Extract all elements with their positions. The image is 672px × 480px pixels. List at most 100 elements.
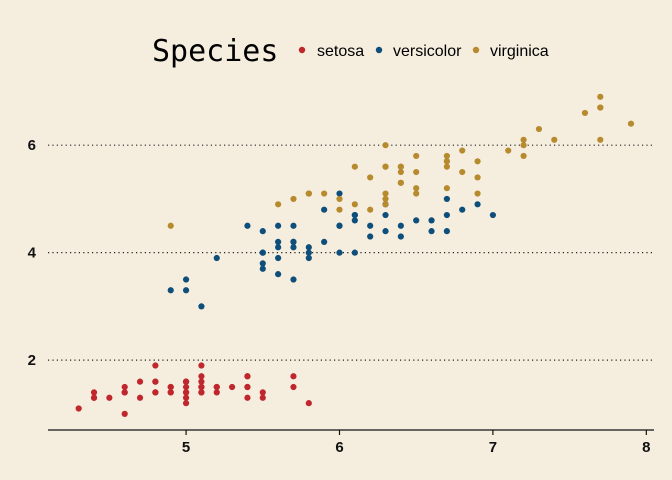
legend-marker-setosa (298, 46, 306, 54)
data-point-virginica (520, 152, 527, 160)
x-tick-label: 5 (182, 439, 190, 456)
y-tick-label: 2 (28, 352, 36, 369)
data-point-setosa (244, 373, 251, 380)
data-point-setosa (213, 389, 220, 396)
data-point-setosa (290, 383, 297, 391)
data-point-setosa (182, 394, 190, 401)
data-point-versicolor (259, 249, 266, 256)
data-point-versicolor (259, 265, 266, 272)
data-point-setosa (182, 400, 190, 407)
legend-title: Species (152, 34, 278, 69)
axes: 2 4 6 5 6 7 8 (28, 137, 654, 456)
data-point-virginica (382, 190, 389, 197)
data-point-versicolor (290, 222, 297, 229)
data-point-virginica (336, 206, 343, 213)
data-point-setosa (198, 383, 205, 391)
data-point-setosa (305, 400, 312, 407)
data-point-setosa (182, 383, 190, 391)
data-point-versicolor (275, 222, 282, 229)
data-point-virginica (413, 185, 420, 192)
data-point-versicolor (413, 217, 420, 224)
data-point-virginica (597, 93, 604, 100)
data-point-virginica (305, 190, 312, 197)
data-point-versicolor (198, 303, 205, 310)
data-point-setosa (90, 394, 98, 401)
data-point-virginica (397, 168, 404, 176)
data-point-virginica (336, 195, 343, 203)
data-point-virginica (382, 163, 389, 170)
data-point-versicolor (382, 228, 389, 235)
legend-label-setosa: setosa (317, 43, 364, 60)
data-point-setosa (198, 378, 205, 385)
data-point-versicolor (305, 249, 312, 256)
data-point-versicolor (443, 211, 450, 219)
data-point-virginica (367, 174, 374, 181)
data-point-virginica (597, 136, 604, 143)
data-point-virginica (413, 168, 420, 176)
data-point-virginica (520, 142, 527, 149)
x-tick-label: 6 (335, 439, 343, 456)
data-point-virginica (597, 104, 604, 111)
grid-lines (48, 144, 654, 361)
data-point-setosa (290, 373, 297, 380)
data-point-virginica (413, 190, 420, 197)
legend-marker-versicolor (375, 46, 383, 54)
data-point-virginica (351, 201, 358, 208)
data-point-virginica (397, 179, 404, 186)
data-point-setosa (167, 389, 174, 396)
data-point-versicolor (275, 238, 282, 246)
data-point-setosa (152, 378, 159, 385)
data-point-virginica (443, 185, 450, 192)
data-point-virginica (581, 109, 589, 117)
data-point-versicolor (290, 244, 297, 251)
data-point-versicolor (290, 238, 297, 246)
data-point-versicolor (305, 244, 312, 251)
data-point-setosa (90, 389, 98, 396)
data-point-setosa (213, 383, 220, 391)
data-point-versicolor (351, 211, 358, 219)
data-point-virginica (413, 152, 420, 160)
legend: Species setosa versicolor virginica (152, 34, 549, 69)
data-point-versicolor (474, 201, 481, 208)
data-point-setosa (152, 362, 159, 369)
data-point-setosa (121, 383, 128, 391)
data-point-virginica (382, 142, 389, 149)
data-point-virginica (627, 120, 635, 127)
data-point-versicolor (382, 211, 389, 219)
data-point-virginica (321, 190, 328, 197)
data-point-versicolor (351, 249, 358, 256)
data-point-virginica (167, 222, 174, 229)
data-point-virginica (290, 195, 297, 203)
data-point-versicolor (351, 217, 358, 224)
data-point-setosa (198, 389, 205, 396)
x-tick-label: 7 (489, 439, 497, 456)
data-point-versicolor (182, 276, 190, 283)
data-point-versicolor (428, 228, 435, 235)
data-point-virginica (443, 152, 450, 160)
data-point-setosa (259, 394, 266, 401)
data-points (75, 93, 635, 417)
data-point-virginica (443, 158, 450, 165)
data-point-versicolor (305, 254, 312, 262)
legend-label-virginica: virginica (490, 43, 549, 60)
data-point-virginica (551, 136, 558, 143)
data-point-versicolor (275, 271, 282, 278)
data-point-versicolor (275, 254, 282, 262)
legend-label-versicolor: versicolor (393, 43, 462, 60)
y-tick-label: 6 (28, 137, 36, 154)
data-point-setosa (136, 378, 144, 385)
data-point-versicolor (459, 206, 466, 213)
data-point-versicolor (443, 195, 450, 203)
data-point-setosa (198, 362, 205, 369)
legend-marker-virginica (472, 46, 480, 54)
data-point-versicolor (336, 190, 343, 197)
data-point-setosa (152, 389, 159, 396)
data-point-virginica (505, 147, 512, 154)
data-point-setosa (182, 389, 190, 396)
data-point-versicolor (321, 206, 328, 213)
data-point-versicolor (259, 260, 266, 267)
data-point-virginica (474, 174, 481, 181)
data-point-setosa (244, 394, 251, 401)
